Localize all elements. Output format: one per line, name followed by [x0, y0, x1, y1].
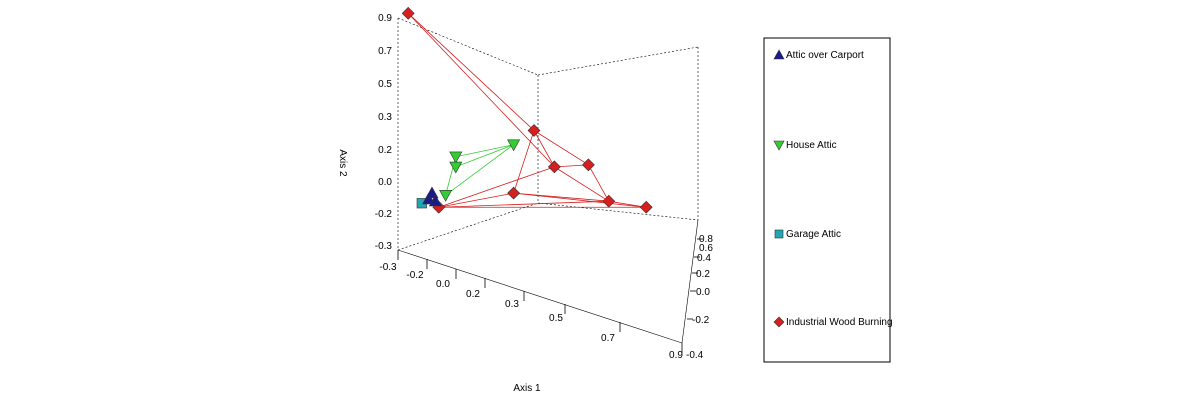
x-tick-label: 0.0 — [436, 279, 450, 290]
legend-marker-diamond — [773, 316, 785, 328]
y-axis-title: Axis 2 — [337, 149, 348, 177]
connection-line — [407, 13, 555, 168]
data-point-diamond — [527, 124, 541, 137]
floor-back-left-edge — [397, 202, 539, 251]
data-points — [401, 6, 653, 214]
legend-label-attic-over-carport: Attic over Carport — [786, 50, 864, 61]
x-tick-label: -0.3 — [379, 262, 397, 273]
legend-marker-square — [774, 229, 784, 239]
x-axis-title: Axis 1 — [513, 383, 541, 394]
y-tick-label: 0.3 — [378, 112, 392, 123]
data-point-triangle-down — [449, 151, 463, 164]
y-tick-label: 0.5 — [378, 79, 392, 90]
connection-line — [533, 130, 589, 166]
connection-line — [554, 166, 610, 202]
z-tick-label: 0.8 — [699, 234, 713, 245]
y-tick-label: -0.2 — [375, 209, 393, 220]
legend-icons — [773, 49, 785, 328]
back-top-left-edge — [397, 17, 539, 76]
connection-line — [438, 166, 555, 208]
connection-line — [608, 200, 647, 208]
y-tick-label: 0.0 — [378, 177, 392, 188]
data-point-triangle-up — [428, 194, 442, 207]
legend-marker-triangle-down — [773, 140, 785, 151]
data-point-diamond — [507, 186, 521, 200]
legend-label-industrial-wood-burning: Industrial Wood Burning — [786, 317, 893, 328]
connection-line — [455, 144, 514, 168]
y-tick-label: 0.7 — [378, 46, 392, 57]
x-tick-label: 0.7 — [601, 333, 615, 344]
connection-line — [513, 130, 535, 194]
x-tick-label: 0.5 — [549, 313, 563, 324]
connection-line — [407, 13, 535, 131]
data-point-diamond — [581, 158, 595, 172]
y-tick-label: 0.2 — [378, 145, 392, 156]
legend-label-garage-attic: Garage Attic — [786, 229, 841, 240]
z-tick-label: 0.4 — [697, 253, 711, 264]
connection-line — [455, 144, 514, 158]
z-tick-label: -0.4 — [686, 350, 704, 361]
legend: Attic over Carport House Attic Garage At… — [763, 37, 893, 363]
z-tick-label: 0.2 — [696, 269, 710, 280]
legend-label-house-attic: House Attic — [786, 140, 837, 151]
connection-line — [438, 200, 609, 208]
floor-back-right-edge — [537, 202, 699, 221]
back-top-right-edge — [537, 46, 699, 76]
z-axis — [687, 238, 703, 320]
data-point-triangle-down — [507, 139, 521, 152]
x-tick-label: 0.3 — [505, 299, 519, 310]
connection-line — [533, 130, 555, 168]
data-point-triangle-up — [422, 192, 436, 205]
connection-line — [445, 144, 514, 196]
x-tick-label: 0.2 — [466, 289, 480, 300]
data-point-triangle-up — [425, 186, 439, 199]
y-axis: 0.9 0.7 0.5 0.3 0.2 0.0 -0.2 -0.3 Axis 2 — [337, 13, 392, 252]
legend-box — [763, 37, 891, 363]
data-point-diamond — [401, 6, 415, 20]
y-tick-label: -0.3 — [375, 241, 393, 252]
legend-marker-triangle-up — [773, 49, 785, 60]
x-axis-line — [397, 249, 683, 344]
data-point-diamond — [547, 160, 561, 174]
z-tick-label: 0.6 — [699, 243, 713, 254]
data-point-triangle-down — [439, 190, 453, 202]
data-point-diamond — [639, 200, 653, 214]
z-tick-label: -0.2 — [692, 315, 710, 326]
x-tick-label: -0.2 — [406, 270, 424, 281]
connection-line — [438, 192, 514, 208]
y-tick-label: 0.9 — [378, 13, 392, 24]
connection-lines — [407, 13, 647, 208]
x-tick-labels: -0.3 -0.2 0.0 0.2 0.3 0.5 0.7 0.9 Axis 1 — [379, 262, 683, 394]
x-axis — [397, 250, 683, 353]
z-axis-line — [681, 219, 699, 344]
x-tick-label: 0.9 — [669, 350, 683, 361]
connection-line — [588, 164, 610, 202]
data-point-triangle-down — [449, 161, 463, 174]
data-point-diamond — [602, 194, 616, 208]
z-tick-labels: 0.8 0.6 0.4 0.2 0.0 -0.2 -0.4 — [686, 234, 713, 361]
plot-box — [397, 17, 699, 344]
z-tick-label: 0.0 — [696, 287, 710, 298]
connection-line — [513, 192, 647, 208]
